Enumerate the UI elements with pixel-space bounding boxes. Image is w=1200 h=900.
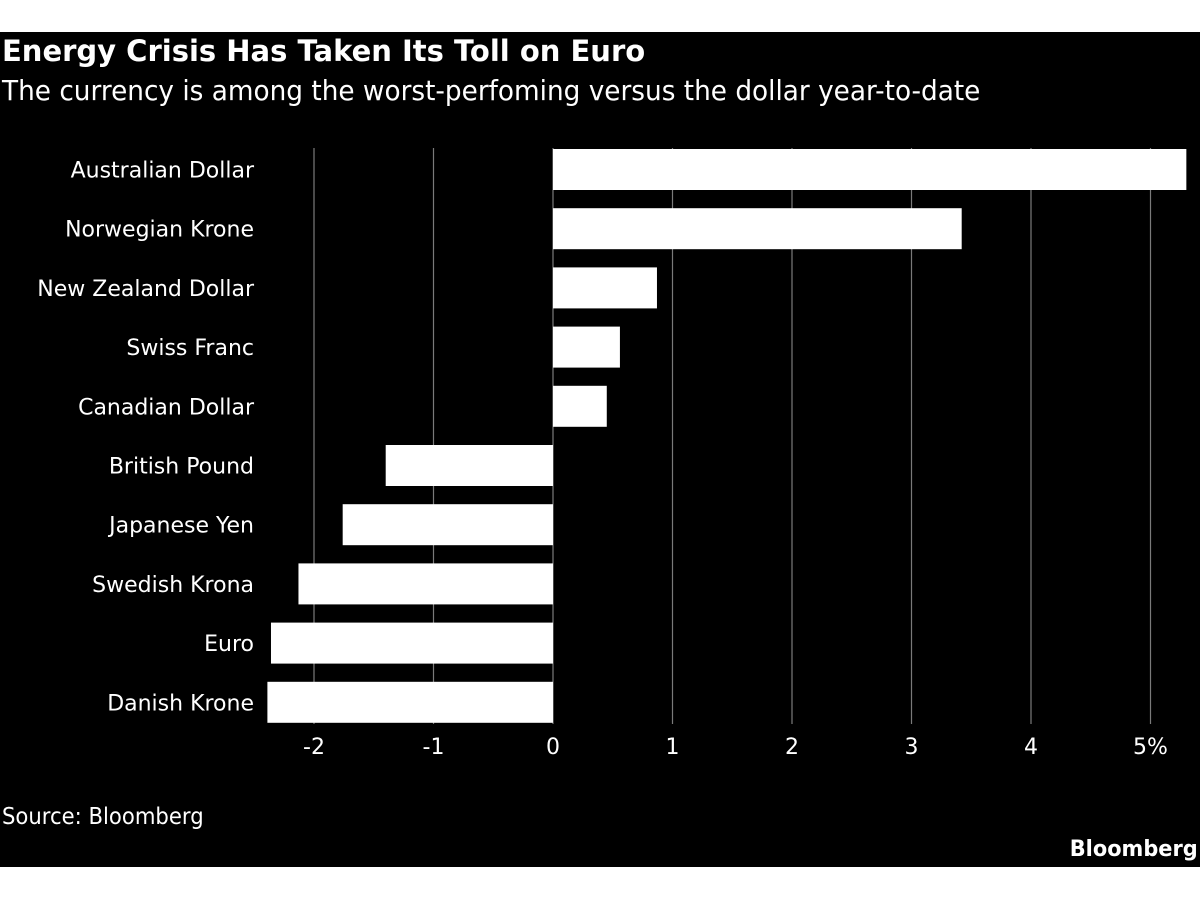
category-label: Canadian Dollar	[78, 395, 255, 420]
x-tick-label: 0	[546, 735, 560, 760]
bar-australian-dollar	[553, 149, 1187, 190]
category-label: Norwegian Krone	[65, 218, 254, 243]
x-tick-label: -1	[423, 735, 445, 760]
bar-canadian-dollar	[553, 385, 607, 427]
bar-swiss-franc	[553, 326, 620, 368]
x-tick-label: 2	[785, 735, 799, 760]
category-label: British Pound	[109, 455, 254, 480]
category-label: Swedish Krona	[92, 573, 254, 598]
category-label: Euro	[204, 632, 254, 657]
x-tick-label: 4	[1024, 735, 1038, 760]
chart-title: Energy Crisis Has Taken Its Toll on Euro	[2, 34, 646, 68]
category-label: Danish Krone	[107, 691, 254, 716]
bar-chart: Australian Dollar Norwegian Krone New Zeal…	[37, 148, 1187, 760]
x-tick-label: -2	[303, 735, 325, 760]
bloomberg-logo: Bloomberg	[1070, 837, 1198, 862]
category-label: Swiss Franc	[126, 336, 254, 361]
bar-swedish-krona	[298, 563, 553, 605]
bar-danish-krone	[267, 681, 553, 723]
category-label: Australian Dollar	[71, 159, 255, 184]
bar-new-zealand-dollar	[553, 267, 657, 309]
x-tick-label: 1	[666, 735, 680, 760]
x-tick-label: 3	[905, 735, 919, 760]
category-labels: Australian Dollar Norwegian Krone New Zeal…	[37, 159, 255, 717]
chart-subtitle: The currency is among the worst-perfomin…	[2, 74, 981, 107]
bar-british-pound	[385, 445, 553, 486]
bars	[267, 149, 1187, 723]
x-tick-label: 5%	[1133, 735, 1168, 760]
source-note: Source: Bloomberg	[2, 804, 204, 830]
x-axis-tick-labels: -2 -1 0 1 2 3 4 5%	[303, 735, 1168, 760]
bar-euro	[270, 622, 553, 664]
chart-card: Energy Crisis Has Taken Its Toll on Euro…	[0, 32, 1200, 867]
category-label: New Zealand Dollar	[37, 277, 255, 302]
bar-norwegian-krone	[553, 208, 962, 250]
category-label: Japanese Yen	[107, 514, 254, 539]
bar-japanese-yen	[342, 504, 553, 546]
